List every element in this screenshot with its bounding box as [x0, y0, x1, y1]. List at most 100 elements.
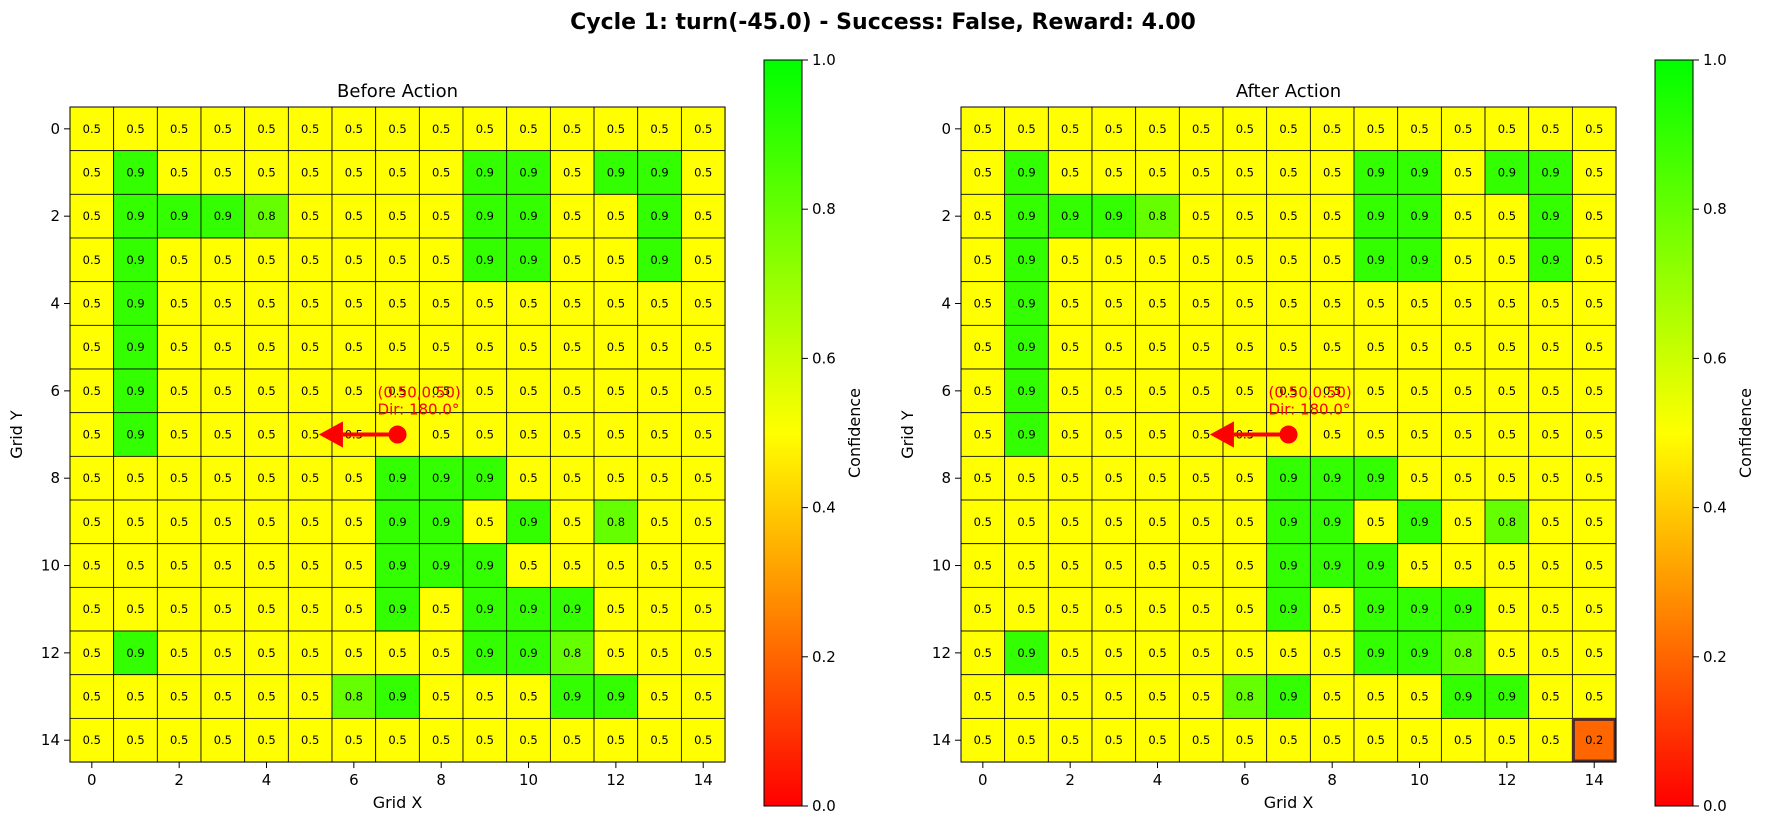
- cell-value-label: 0.5: [301, 646, 319, 660]
- cell-value-label: 0.5: [257, 297, 275, 311]
- cell-value-label: 0.5: [1454, 384, 1472, 398]
- cell-value-label: 0.5: [694, 602, 712, 616]
- cell-value-label: 0.5: [1017, 602, 1035, 616]
- x-tick-label: 14: [1585, 771, 1604, 789]
- cell-value-label: 0.5: [1192, 559, 1210, 573]
- cell-value-label: 0.9: [126, 297, 144, 311]
- cell-value-label: 0.9: [126, 166, 144, 180]
- cell-value-label: 0.5: [1236, 515, 1254, 529]
- cell-value-label: 0.5: [388, 166, 406, 180]
- cell-value-label: 0.5: [1148, 471, 1166, 485]
- cell-value-label: 0.5: [345, 340, 363, 354]
- cell-value-label: 0.9: [170, 209, 188, 223]
- cell-value-label: 0.5: [607, 428, 625, 442]
- cell-value-label: 0.5: [432, 646, 450, 660]
- cell-value-label: 0.5: [1105, 515, 1123, 529]
- colorbar-tick-label: 0.8: [812, 200, 836, 218]
- y-tick-label: 14: [41, 731, 60, 749]
- figure-title: Cycle 1: turn(-45.0) - Success: False, R…: [570, 10, 1196, 35]
- cell-value-label: 0.5: [476, 297, 494, 311]
- cell-value-label: 0.5: [476, 515, 494, 529]
- cell-value-label: 0.5: [1454, 340, 1472, 354]
- cell-value-label: 0.5: [563, 384, 581, 398]
- cell-value-label: 0.9: [1410, 209, 1428, 223]
- y-tick-label: 10: [41, 557, 60, 575]
- cell-value-label: 0.9: [126, 646, 144, 660]
- cell-value-label: 0.5: [1498, 384, 1516, 398]
- cell-value-label: 0.5: [345, 646, 363, 660]
- cell-value-label: 0.5: [694, 690, 712, 704]
- x-tick-label: 6: [349, 771, 359, 789]
- cell-value-label: 0.5: [1236, 733, 1254, 747]
- cell-value-label: 0.9: [388, 602, 406, 616]
- cell-value-label: 0.9: [1541, 253, 1559, 267]
- cell-value-label: 0.5: [170, 646, 188, 660]
- agent-position-label: (0.50,0.50): [1269, 384, 1352, 402]
- cell-value-label: 0.5: [1192, 122, 1210, 136]
- cell-value-label: 0.8: [1148, 209, 1166, 223]
- cell-value-label: 0.5: [1061, 602, 1079, 616]
- cell-value-label: 0.5: [607, 122, 625, 136]
- cell-value-label: 0.5: [1105, 384, 1123, 398]
- cell-value-label: 0.5: [214, 733, 232, 747]
- cell-value-label: 0.5: [432, 428, 450, 442]
- colorbar-tick-label: 0.2: [812, 648, 836, 666]
- cell-value-label: 0.5: [126, 471, 144, 485]
- cell-value-label: 0.5: [563, 209, 581, 223]
- cell-value-label: 0.5: [1236, 340, 1254, 354]
- cell-value-label: 0.5: [1279, 122, 1297, 136]
- cell-value-label: 0.5: [974, 166, 992, 180]
- cell-value-label: 0.5: [1410, 428, 1428, 442]
- cell-value-label: 0.5: [301, 253, 319, 267]
- cell-value-label: 0.5: [1585, 253, 1603, 267]
- cell-value-label: 0.9: [1017, 166, 1035, 180]
- cell-value-label: 0.5: [1585, 646, 1603, 660]
- y-tick-label: 12: [932, 644, 951, 662]
- cell-value-label: 0.5: [345, 166, 363, 180]
- cell-value-label: 0.5: [1148, 515, 1166, 529]
- colorbar: [764, 60, 802, 806]
- cell-value-label: 0.5: [1541, 559, 1559, 573]
- cell-value-label: 0.9: [432, 559, 450, 573]
- y-tick-label: 12: [41, 644, 60, 662]
- cell-value-label: 0.5: [607, 297, 625, 311]
- cell-value-label: 0.9: [1454, 690, 1472, 704]
- x-tick-label: 4: [1153, 771, 1163, 789]
- cell-value-label: 0.5: [650, 602, 668, 616]
- cell-value-label: 0.5: [388, 297, 406, 311]
- agent-direction-label: Dir: 180.0°: [1269, 401, 1351, 419]
- cell-value-label: 0.5: [83, 733, 101, 747]
- cell-value-label: 0.5: [1236, 253, 1254, 267]
- cell-value-label: 0.5: [1498, 471, 1516, 485]
- cell-value-label: 0.9: [650, 166, 668, 180]
- cell-value-label: 0.5: [519, 733, 537, 747]
- cell-value-label: 0.9: [1410, 253, 1428, 267]
- cell-value-label: 0.5: [257, 559, 275, 573]
- cell-value-label: 0.5: [1498, 428, 1516, 442]
- cell-value-label: 0.9: [1105, 209, 1123, 223]
- cell-value-label: 0.5: [1410, 471, 1428, 485]
- cell-value-label: 0.5: [214, 340, 232, 354]
- cell-value-label: 0.5: [607, 340, 625, 354]
- cell-value-label: 0.5: [301, 602, 319, 616]
- cell-value-label: 0.5: [563, 471, 581, 485]
- cell-value-label: 0.5: [1367, 733, 1385, 747]
- cell-value-label: 0.5: [974, 471, 992, 485]
- cell-value-label: 0.5: [257, 646, 275, 660]
- cell-value-label: 0.5: [432, 297, 450, 311]
- cell-value-label: 0.5: [214, 122, 232, 136]
- cell-value-label: 0.5: [301, 559, 319, 573]
- cell-value-label: 0.5: [257, 690, 275, 704]
- cell-value-label: 0.5: [388, 209, 406, 223]
- cell-value-label: 0.5: [1061, 690, 1079, 704]
- y-tick-label: 4: [50, 295, 60, 313]
- cell-value-label: 0.5: [519, 471, 537, 485]
- cell-value-label: 0.5: [1498, 559, 1516, 573]
- cell-value-label: 0.9: [476, 559, 494, 573]
- cell-value-label: 0.5: [1192, 209, 1210, 223]
- cell-value-label: 0.5: [1585, 602, 1603, 616]
- cell-value-label: 0.5: [1236, 297, 1254, 311]
- cell-value-label: 0.5: [170, 559, 188, 573]
- cell-value-label: 0.5: [432, 122, 450, 136]
